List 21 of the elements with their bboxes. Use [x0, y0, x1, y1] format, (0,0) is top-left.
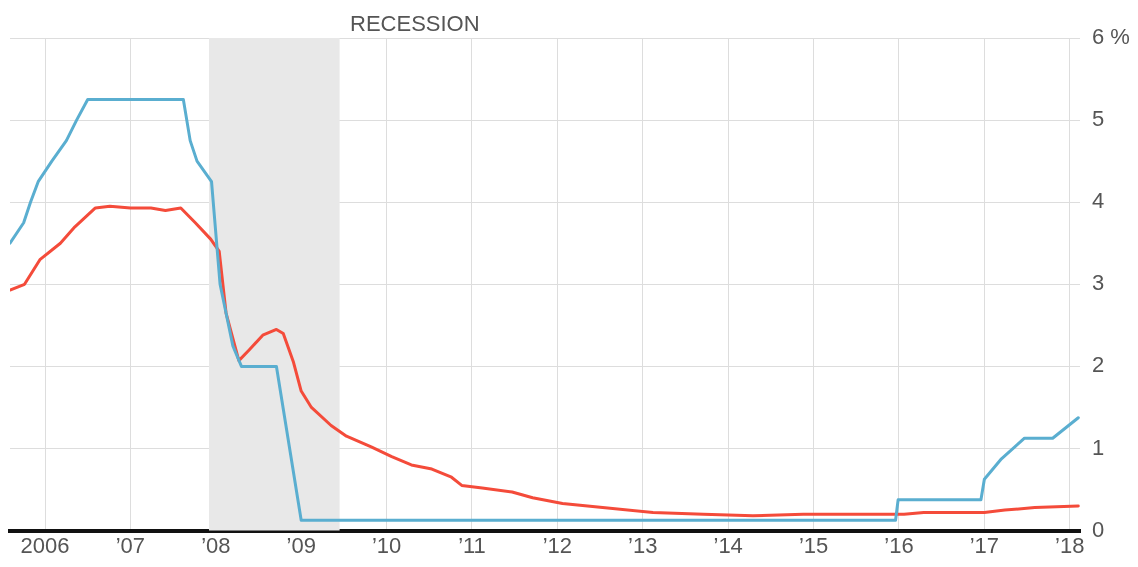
x-tick-label: ’18 [1055, 532, 1085, 558]
x-tick-label: ’17 [969, 532, 1000, 558]
x-tick-label: 2006 [20, 532, 70, 558]
y-tick-label: 2 [1092, 352, 1105, 378]
y-tick-label: 0 [1092, 516, 1105, 542]
y-tick-label: 1 [1092, 434, 1105, 460]
x-tick-label: ’09 [286, 532, 316, 558]
x-tick-label: ’08 [201, 532, 231, 558]
x-tick-label: ’13 [628, 532, 658, 558]
x-tick-label: ’11 [458, 532, 486, 558]
x-tick-label: ’15 [798, 532, 829, 558]
x-tick-label: ’10 [371, 532, 402, 558]
y-tick-label: 5 [1092, 106, 1105, 132]
band-label: RECESSION [350, 11, 480, 37]
x-tick-label: ’14 [713, 532, 743, 558]
y-tick-label: 4 [1092, 188, 1105, 214]
y-tick-label: 6 % [1092, 24, 1130, 50]
y-tick-label: 3 [1092, 270, 1105, 296]
x-tick-label: ’12 [542, 532, 573, 558]
x-tick-label: ’07 [115, 532, 146, 558]
x-tick-label: ’16 [884, 532, 914, 558]
